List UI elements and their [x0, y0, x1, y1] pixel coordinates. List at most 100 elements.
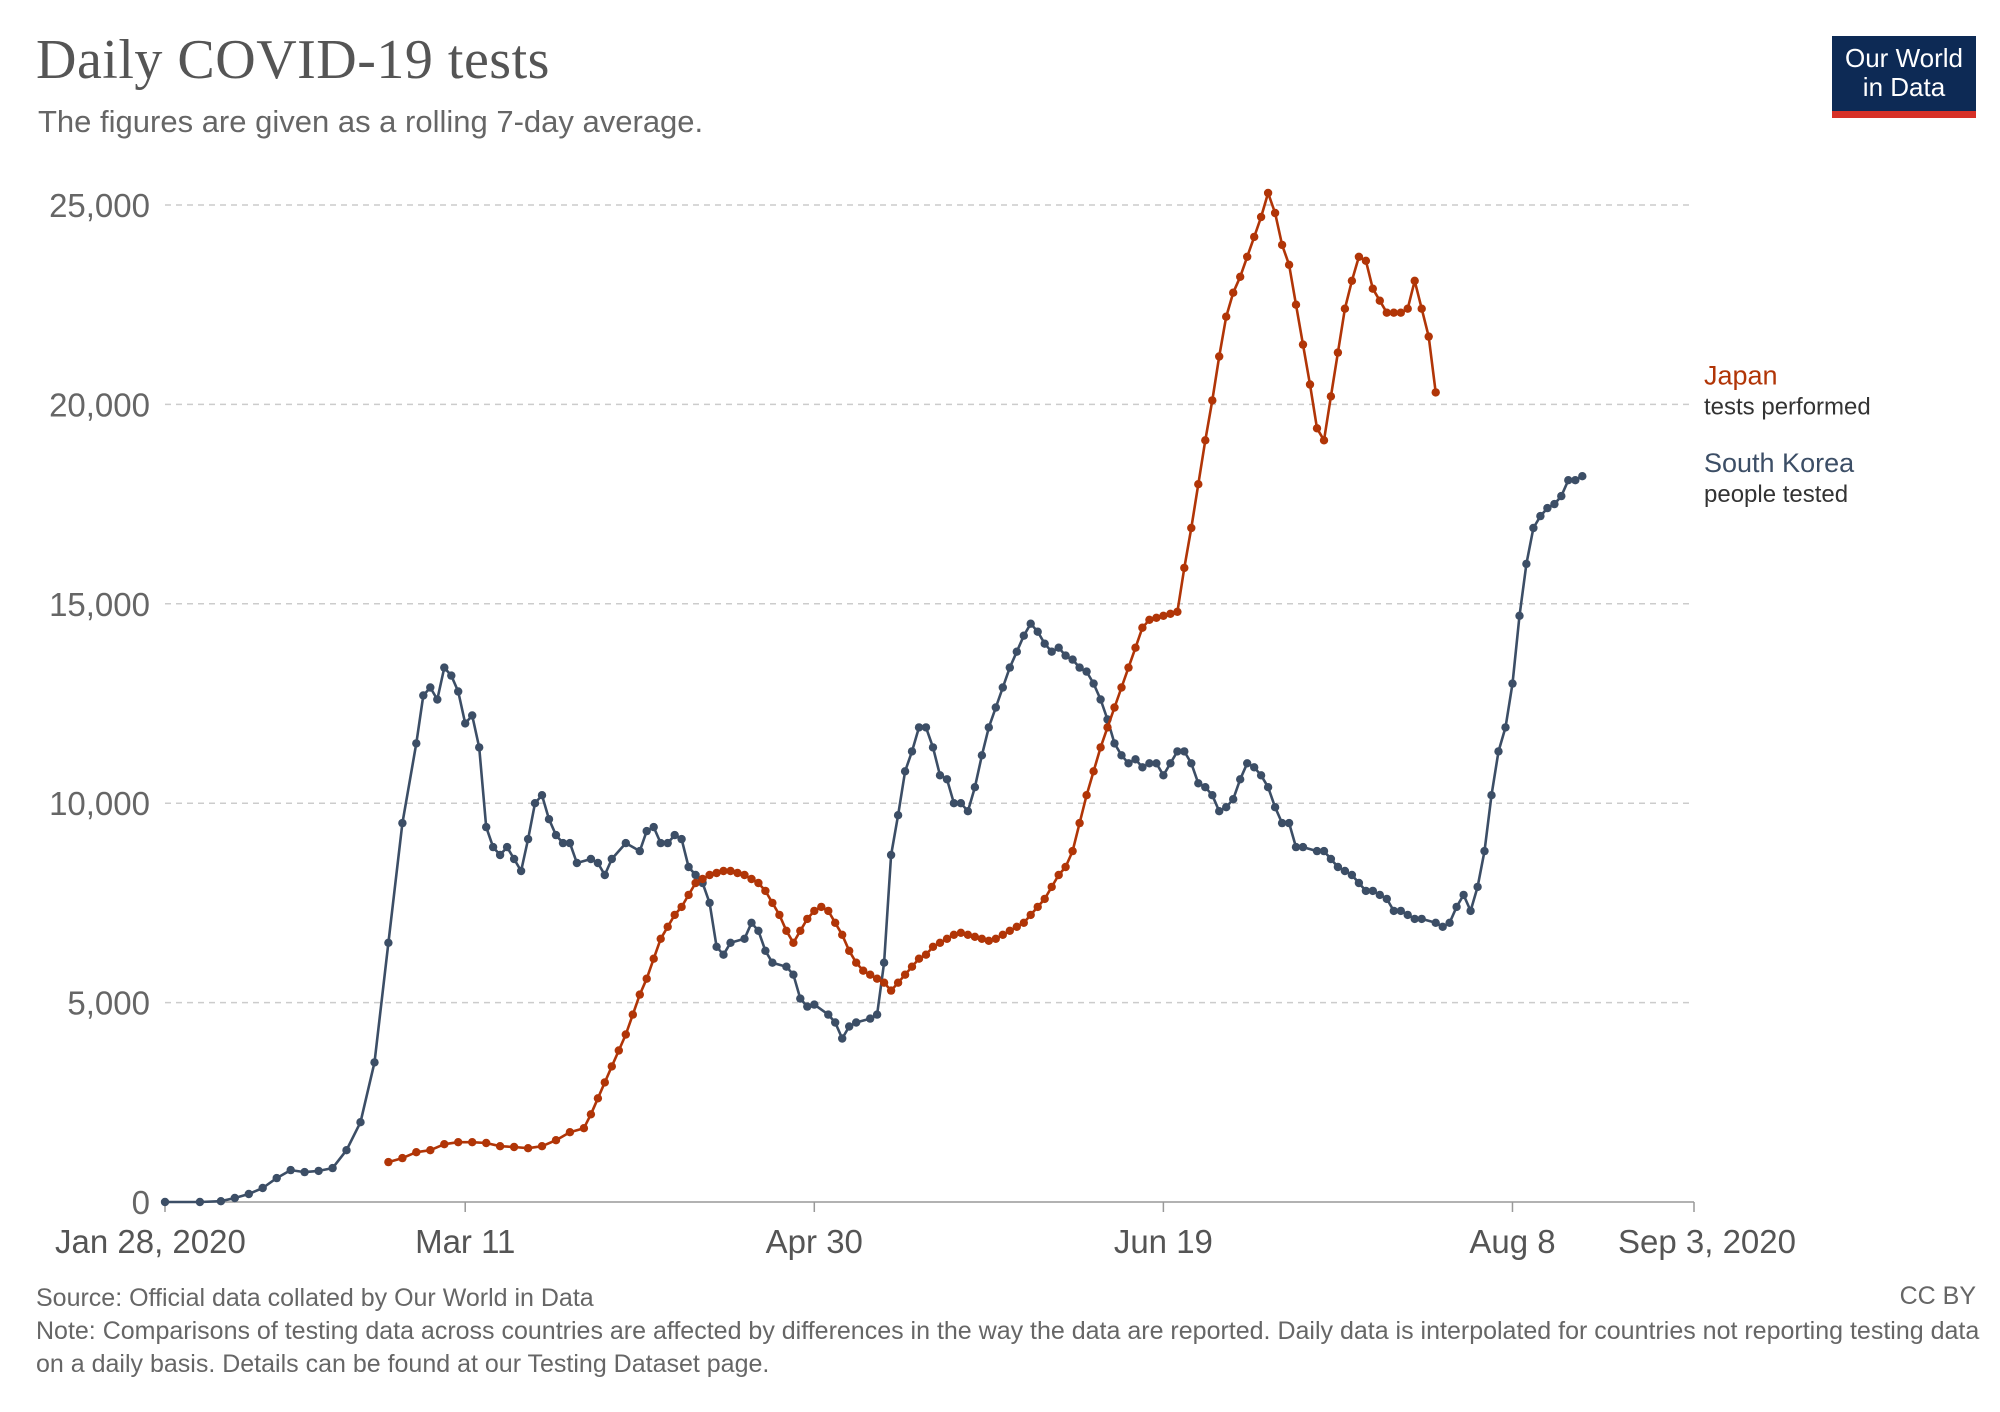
south-korea-point	[419, 691, 428, 700]
license-link[interactable]: CC BY	[1899, 1282, 1976, 1310]
south-korea-point	[1075, 663, 1084, 672]
south-korea-point	[1194, 779, 1203, 788]
south-korea-point	[1026, 619, 1035, 628]
south-korea-point	[516, 866, 526, 876]
south-korea-point	[1410, 914, 1419, 924]
japan-point	[1040, 894, 1049, 904]
japan-point	[1250, 232, 1259, 242]
south-korea-point	[607, 854, 616, 864]
south-korea-point	[286, 1165, 295, 1175]
japan-point	[935, 938, 945, 947]
south-korea-point	[621, 838, 630, 848]
japan-point	[914, 954, 924, 963]
south-korea-point	[370, 1058, 379, 1067]
south-korea-point	[740, 934, 749, 943]
south-korea-label: South Korea	[1704, 448, 1855, 478]
south-korea-point	[230, 1193, 239, 1203]
south-korea-point	[1173, 747, 1182, 756]
south-korea-point	[893, 811, 903, 820]
japan-point	[705, 870, 714, 880]
japan-point	[782, 926, 791, 935]
japan-point	[628, 1010, 637, 1019]
japan-point	[1075, 818, 1084, 828]
japan-point	[1026, 910, 1035, 920]
south-korea-point	[796, 994, 805, 1003]
south-korea-point	[551, 830, 561, 840]
japan-point	[733, 868, 742, 878]
south-korea-point	[544, 815, 554, 824]
japan-point	[1110, 703, 1119, 712]
japan-point	[1082, 791, 1091, 800]
south-korea-point	[670, 830, 679, 840]
south-korea-point	[1152, 759, 1161, 768]
south-korea-point	[314, 1166, 323, 1176]
south-korea-point	[447, 671, 456, 680]
south-korea-point	[1459, 890, 1468, 900]
south-korea-point	[928, 743, 938, 752]
south-korea-point	[1340, 866, 1350, 876]
japan-metric-label: tests performed	[1704, 393, 1871, 420]
japan-point	[1291, 300, 1301, 309]
south-korea-point	[1522, 559, 1531, 569]
south-korea-point	[1515, 611, 1524, 620]
south-korea-point	[398, 818, 407, 828]
south-korea-point	[1571, 476, 1580, 485]
japan-point	[412, 1148, 421, 1157]
south-korea-point	[1187, 759, 1196, 768]
japan-point	[677, 902, 686, 912]
south-korea-point	[831, 1018, 840, 1027]
south-korea-point	[1543, 503, 1552, 513]
south-korea-point	[998, 683, 1007, 692]
japan-point	[1117, 683, 1126, 692]
south-korea-point	[426, 683, 435, 692]
south-korea-point	[1550, 499, 1559, 509]
japan-point	[1375, 296, 1385, 305]
japan-point	[1389, 308, 1399, 317]
japan-point	[565, 1128, 575, 1137]
japan-point	[1208, 396, 1217, 405]
japan-point	[921, 950, 931, 959]
japan-point	[1194, 480, 1203, 489]
south-korea-point	[384, 938, 393, 947]
japan-point	[1354, 252, 1364, 261]
japan-point	[1312, 424, 1322, 433]
south-korea-point	[1033, 627, 1042, 636]
south-korea-point	[461, 719, 470, 728]
south-korea-point	[1578, 472, 1587, 481]
south-korea-point	[1019, 631, 1028, 640]
japan-point	[1159, 611, 1168, 620]
south-korea-point	[656, 838, 665, 848]
south-korea-point	[1431, 918, 1440, 927]
south-korea-point	[1061, 651, 1070, 660]
south-korea-point	[886, 850, 896, 860]
japan-point	[1333, 348, 1343, 357]
logo-accent-bar	[1832, 111, 1976, 118]
japan-point	[642, 974, 651, 983]
japan-point	[761, 886, 770, 896]
south-korea-point	[1089, 679, 1098, 688]
japan-point	[600, 1078, 609, 1087]
y-tick-label: 5,000	[67, 985, 150, 1022]
japan-point	[803, 914, 812, 924]
south-korea-point	[1445, 918, 1454, 927]
x-tick-label: Jan 28, 2020	[55, 1223, 246, 1260]
owid-logo[interactable]: Our World in Data	[1832, 36, 1976, 118]
note-text: Note: Comparisons of testing data across…	[36, 1317, 1980, 1378]
south-korea-point	[761, 946, 770, 955]
south-korea-point	[1361, 886, 1371, 896]
japan-point	[984, 936, 993, 945]
japan-point	[1417, 304, 1426, 313]
japan-point	[1103, 723, 1112, 732]
south-korea-point	[600, 870, 609, 880]
south-korea-point	[537, 791, 547, 800]
south-korea-point	[984, 723, 993, 732]
south-korea-point	[342, 1146, 351, 1155]
south-korea-point	[754, 926, 763, 935]
south-korea-point	[1375, 890, 1385, 900]
logo-line-1: Our World	[1845, 43, 1963, 73]
x-tick-label: Mar 11	[415, 1223, 515, 1260]
south-korea-point	[593, 858, 603, 868]
south-korea-point	[879, 958, 889, 967]
japan-point	[1152, 613, 1161, 622]
